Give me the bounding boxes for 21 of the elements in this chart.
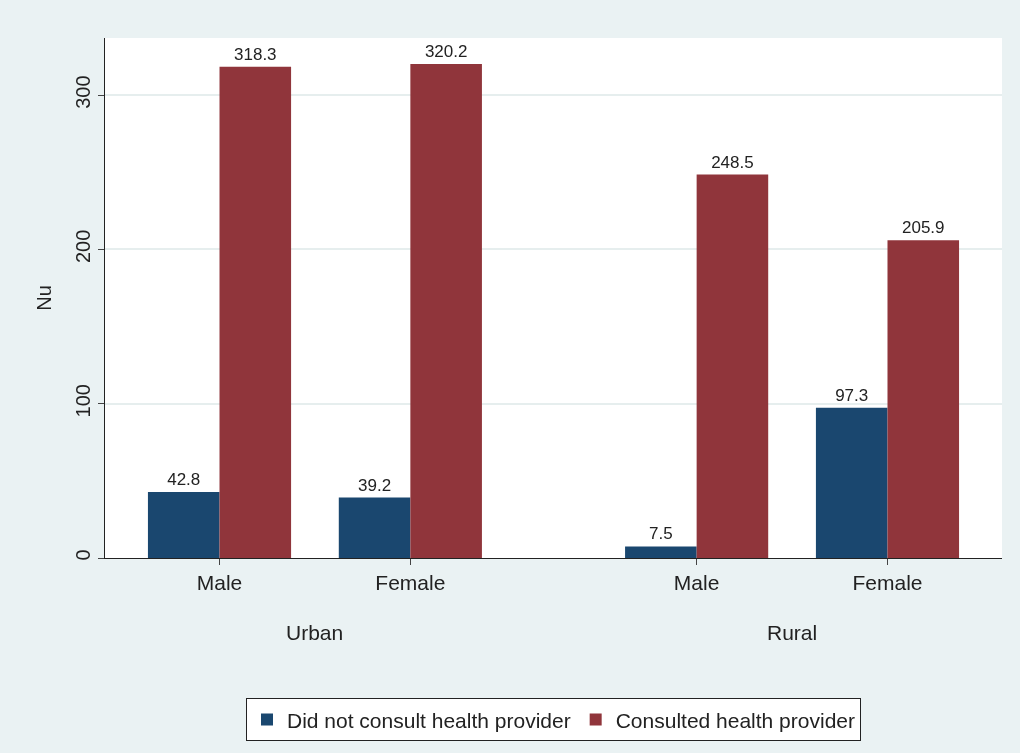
data-label: 39.2 — [358, 475, 392, 495]
legend-label: Consulted health provider — [615, 708, 855, 732]
legend-label: Did not consult health provider — [287, 708, 571, 732]
data-label: 320.2 — [424, 41, 468, 61]
y-tick-label: 0 — [72, 549, 94, 561]
y-tick-label: 300 — [72, 75, 94, 109]
y-tick-label: 100 — [72, 384, 94, 418]
data-label: 205.9 — [902, 218, 945, 238]
data-label: 318.3 — [234, 44, 277, 64]
x-tick-label: Male — [673, 571, 720, 595]
x-tick-label: Female — [375, 571, 446, 595]
data-label: 97.3 — [835, 385, 869, 405]
data-label: 7.5 — [649, 524, 673, 544]
data-label: 42.8 — [167, 469, 201, 489]
text: Rural — [767, 621, 818, 644]
data-label: 248.5 — [711, 152, 754, 172]
x-tick-label: Female — [852, 571, 923, 595]
text: Urban — [286, 621, 344, 644]
x-tick-label: Male — [196, 571, 243, 595]
y-axis-title: Nu — [32, 285, 55, 311]
y-tick-label: 200 — [72, 229, 94, 264]
